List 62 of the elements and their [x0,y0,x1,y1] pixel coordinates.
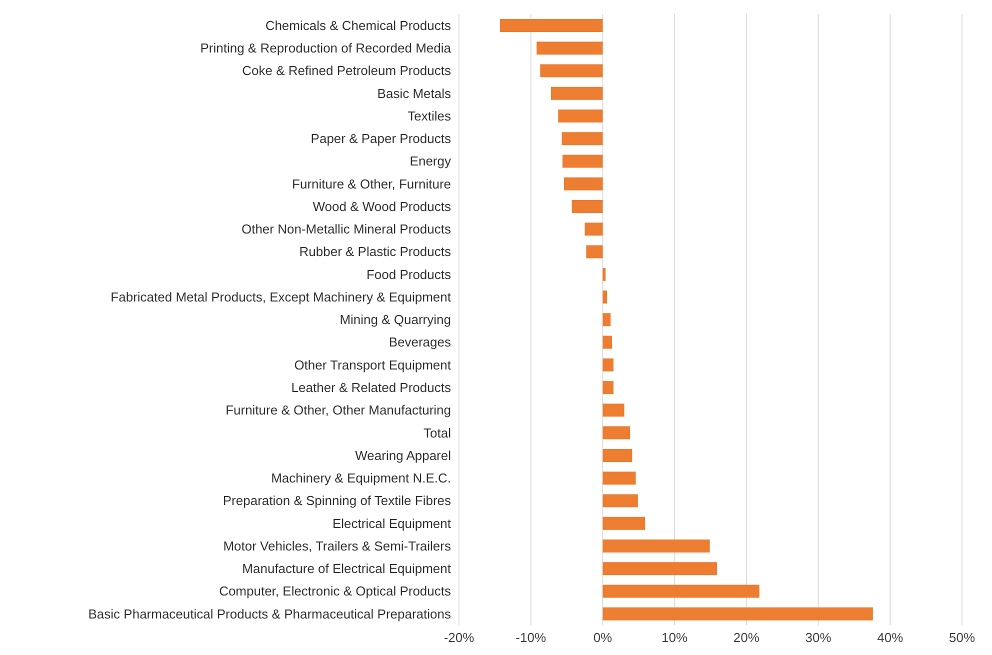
x-tick-label: 10% [662,630,688,646]
y-tick-label: Mining & Quarrying [340,312,451,328]
x-tick-label: -10% [516,630,546,646]
bar [602,426,630,440]
bar [602,494,638,508]
bar [602,381,614,394]
y-tick-label: Energy [410,154,452,169]
bar [602,404,624,417]
bar [602,562,717,576]
x-tick-label: 0% [593,630,613,646]
bar [572,200,603,214]
y-tick-label: Preparation & Spinning of Textile Fibres [222,493,452,508]
bar [602,290,608,304]
y-tick-label: Leather & Related Products [291,380,452,396]
bar [500,18,603,32]
bar [602,584,760,598]
y-tick-label: Chemicals & Chemical Products [265,18,452,33]
y-tick-label: Other Non-Metallic Mineral Products [241,222,452,237]
bar [602,268,606,281]
y-tick-label: Electrical Equipment [332,516,452,531]
bar [602,472,636,485]
y-tick-label: Furniture & Other, Furniture [292,176,451,192]
bar [602,607,873,620]
x-tick-label: 50% [948,630,976,646]
bar [536,42,603,55]
y-tick-label: Machinery & Equipment N.E.C. [271,470,451,486]
y-tick-label: Food Products [366,266,452,282]
y-tick-label: Manufacture of Electrical Equipment [242,561,452,576]
bar [558,109,603,122]
x-tick-label: 30% [805,630,832,646]
bar [602,336,612,349]
y-tick-label: Motor Vehicles, Trailers & Semi-Trailers [223,538,452,554]
y-tick-label: Wood & Wood Products [312,198,452,214]
x-tick-label: -20% [444,630,475,646]
y-tick-label: Computer, Electronic & Optical Products [219,584,452,599]
x-tick-label: 40% [877,630,904,646]
bar [562,154,603,168]
bar [564,177,603,190]
bar [562,132,603,146]
y-tick-label: Furniture & Other, Other Manufacturing [226,402,451,418]
x-tick-label: 20% [733,630,760,646]
bar [586,245,603,258]
y-tick-label: Other Transport Equipment [294,357,452,372]
bar [602,448,632,462]
bar [550,86,603,100]
bar [602,539,710,552]
bar [602,313,611,326]
y-tick-label: Coke & Refined Petroleum Products [242,63,452,78]
y-tick-label: Fabricated Metal Products, Except Machinery & Equipment [110,289,452,304]
y-tick-label: Rubber & Plastic Products [299,244,452,260]
y-tick-label: Printing & Reproduction of Recorded Media [200,40,452,56]
y-tick-label: Wearing Apparel [355,448,452,463]
y-tick-label: Textiles [408,108,452,124]
y-tick-label: Paper & Paper Products [310,131,452,146]
bar [584,222,603,236]
y-tick-label: Beverages [388,334,452,350]
bar [602,516,646,530]
y-tick-label: Basic Pharmaceutical Products & Pharmaceutical Preparations [88,606,452,622]
y-tick-label: Basic Metals [377,86,452,101]
y-tick-label: Total [424,425,452,440]
bar [602,358,614,372]
bar [540,64,603,78]
